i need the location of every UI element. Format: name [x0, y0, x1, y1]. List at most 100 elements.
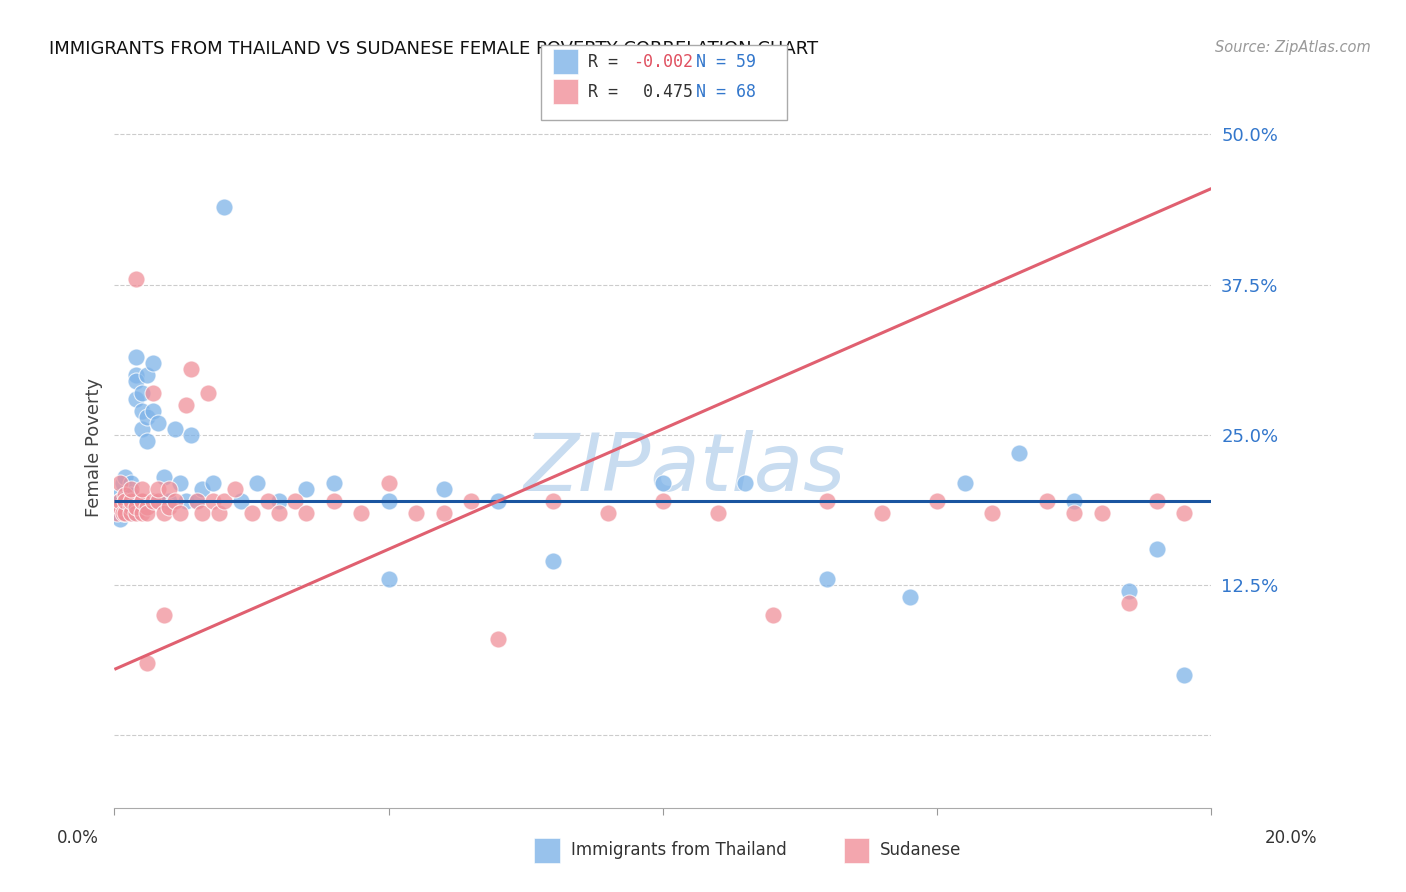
Point — [111, 506, 134, 520]
Point — [125, 271, 148, 285]
Point — [114, 494, 136, 508]
Point — [1008, 446, 1031, 460]
Point — [142, 494, 165, 508]
Point — [872, 506, 894, 520]
Point — [405, 506, 427, 520]
Point — [707, 506, 730, 520]
Point — [108, 500, 131, 514]
Point — [212, 200, 235, 214]
Point — [120, 494, 142, 508]
Point — [174, 398, 197, 412]
Point — [212, 494, 235, 508]
Point — [131, 482, 153, 496]
Point — [284, 494, 307, 508]
Point — [131, 506, 153, 520]
Point — [224, 482, 246, 496]
Text: R =: R = — [588, 83, 638, 101]
Point — [125, 374, 148, 388]
Point — [207, 506, 229, 520]
Point — [486, 632, 509, 647]
Point — [120, 506, 142, 520]
Point — [136, 500, 159, 514]
Point — [180, 362, 202, 376]
Point — [432, 506, 454, 520]
Text: 20.0%: 20.0% — [1264, 829, 1317, 847]
Point — [136, 657, 159, 671]
Point — [125, 506, 148, 520]
Point — [148, 416, 170, 430]
Point — [927, 494, 949, 508]
Point — [142, 404, 165, 418]
Point — [117, 488, 139, 502]
Point — [322, 476, 344, 491]
Point — [202, 494, 225, 508]
Point — [240, 506, 263, 520]
Point — [108, 494, 131, 508]
Point — [267, 494, 290, 508]
Text: ZIPatlas: ZIPatlas — [524, 430, 846, 508]
Point — [105, 506, 128, 520]
Point — [105, 506, 128, 520]
Point — [186, 494, 208, 508]
Point — [114, 494, 136, 508]
Point — [377, 494, 399, 508]
Text: Immigrants from Thailand: Immigrants from Thailand — [571, 841, 786, 859]
Point — [148, 482, 170, 496]
Point — [120, 482, 142, 496]
Point — [131, 494, 153, 508]
Point — [541, 554, 564, 568]
Point — [148, 494, 170, 508]
Point — [460, 494, 482, 508]
Point — [157, 494, 180, 508]
Point — [1118, 596, 1140, 610]
Text: 0.475: 0.475 — [633, 83, 693, 101]
Point — [131, 422, 153, 436]
Point — [120, 488, 142, 502]
Point — [651, 476, 673, 491]
Point — [191, 506, 214, 520]
Point — [125, 368, 148, 382]
Point — [186, 494, 208, 508]
Y-axis label: Female Poverty: Female Poverty — [86, 377, 103, 516]
Point — [120, 476, 142, 491]
Point — [131, 385, 153, 400]
Point — [267, 506, 290, 520]
Text: 0.0%: 0.0% — [56, 829, 98, 847]
Point — [486, 494, 509, 508]
Point — [191, 482, 214, 496]
Point — [229, 494, 252, 508]
Point — [111, 476, 134, 491]
Point — [108, 494, 131, 508]
Point — [762, 608, 785, 623]
Point — [152, 608, 174, 623]
Point — [1173, 506, 1195, 520]
Point — [108, 512, 131, 526]
Point — [1173, 668, 1195, 682]
Point — [152, 506, 174, 520]
Point — [136, 506, 159, 520]
Point — [125, 392, 148, 406]
Point — [131, 404, 153, 418]
Text: N = 68: N = 68 — [696, 83, 756, 101]
Text: R =: R = — [588, 53, 627, 70]
Point — [169, 476, 191, 491]
Point — [377, 476, 399, 491]
Point — [114, 470, 136, 484]
Point — [295, 482, 318, 496]
Point — [596, 506, 619, 520]
Point — [120, 500, 142, 514]
Point — [541, 494, 564, 508]
Point — [817, 572, 839, 586]
Point — [157, 500, 180, 514]
Point — [1118, 584, 1140, 599]
Text: N = 59: N = 59 — [696, 53, 756, 70]
Point — [114, 488, 136, 502]
Point — [136, 434, 159, 448]
Point — [953, 476, 976, 491]
Point — [1063, 494, 1085, 508]
Point — [202, 476, 225, 491]
Point — [180, 428, 202, 442]
Point — [120, 494, 142, 508]
Point — [322, 494, 344, 508]
Point — [377, 572, 399, 586]
